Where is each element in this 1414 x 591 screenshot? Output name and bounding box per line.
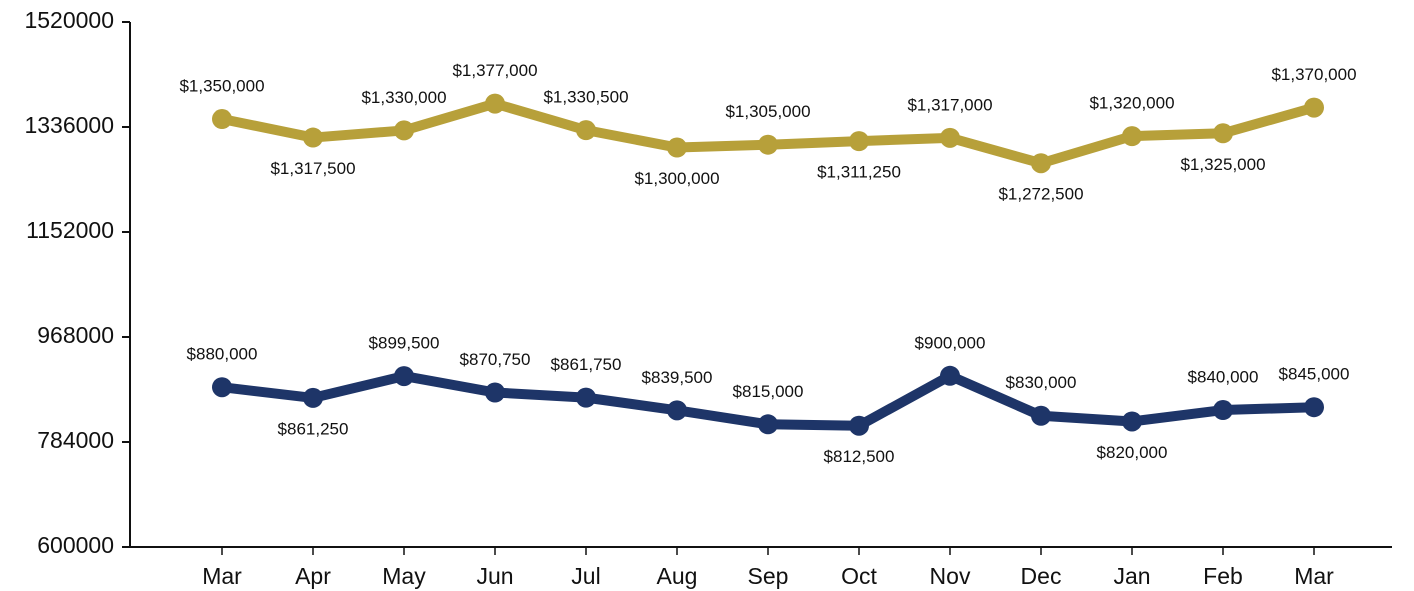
point (667, 137, 687, 158)
value-label: $812,500 (824, 447, 895, 466)
point (667, 400, 687, 421)
x-tick-label: Sep (748, 563, 789, 589)
point (1304, 97, 1324, 118)
value-label: $1,320,000 (1089, 94, 1174, 113)
point (849, 131, 869, 152)
value-label: $1,325,000 (1180, 155, 1265, 174)
x-tick-label: Feb (1203, 563, 1243, 589)
x-tick-label: Oct (841, 563, 877, 589)
value-label: $840,000 (1188, 368, 1259, 387)
x-tick-label: Apr (295, 563, 331, 589)
value-label: $839,500 (642, 368, 713, 387)
value-label: $899,500 (369, 334, 440, 353)
value-label: $830,000 (1006, 373, 1077, 392)
x-tick-label: Dec (1021, 563, 1062, 589)
point (303, 127, 323, 148)
point (1213, 123, 1233, 144)
point (1031, 153, 1051, 174)
y-tick-label: 968000 (37, 322, 114, 348)
value-label: $1,272,500 (998, 185, 1083, 204)
value-label: $861,750 (551, 355, 622, 374)
value-label: $1,317,000 (907, 95, 992, 114)
y-tick-label: 1152000 (26, 217, 114, 243)
value-label: $900,000 (915, 333, 986, 352)
point (758, 134, 778, 155)
x-tick-label: Aug (657, 563, 698, 589)
x-tick-label: Jul (571, 563, 600, 589)
point (1122, 411, 1142, 432)
point (394, 366, 414, 387)
point (576, 120, 596, 141)
point (485, 93, 505, 114)
x-tick-label: May (382, 563, 426, 589)
x-tick-label: Nov (930, 563, 971, 589)
point (394, 120, 414, 141)
point (212, 109, 232, 130)
x-tick-label: Jan (1113, 563, 1150, 589)
x-tick-label: Mar (1294, 563, 1334, 589)
value-label: $820,000 (1097, 443, 1168, 462)
value-label: $1,330,500 (543, 88, 628, 107)
value-label: $815,000 (733, 382, 804, 401)
x-tick-label: Mar (202, 563, 242, 589)
value-label: $861,250 (278, 419, 349, 438)
point (1122, 126, 1142, 147)
point (1304, 397, 1324, 418)
x-tick-label: Jun (476, 563, 513, 589)
value-label: $880,000 (187, 345, 258, 364)
point (758, 414, 778, 435)
y-tick-label: 784000 (37, 427, 114, 453)
y-tick-label: 1520000 (24, 7, 114, 33)
value-label: $1,311,250 (817, 163, 901, 182)
value-label: $1,370,000 (1271, 65, 1356, 84)
value-label: $1,350,000 (179, 76, 264, 95)
point (303, 387, 323, 408)
y-tick-label: 600000 (37, 532, 114, 558)
point (940, 127, 960, 148)
point (940, 365, 960, 386)
value-label: $845,000 (1279, 365, 1350, 384)
value-label: $870,750 (460, 350, 531, 369)
point (485, 382, 505, 403)
point (576, 387, 596, 408)
value-label: $1,317,500 (270, 159, 355, 178)
value-label: $1,300,000 (634, 169, 719, 188)
value-label: $1,377,000 (452, 61, 537, 80)
point (1213, 400, 1233, 421)
point (1031, 405, 1051, 426)
value-label: $1,330,000 (361, 88, 446, 107)
value-label: $1,305,000 (725, 102, 810, 121)
point (849, 415, 869, 436)
y-tick-label: 1336000 (24, 112, 114, 138)
point (212, 377, 232, 398)
